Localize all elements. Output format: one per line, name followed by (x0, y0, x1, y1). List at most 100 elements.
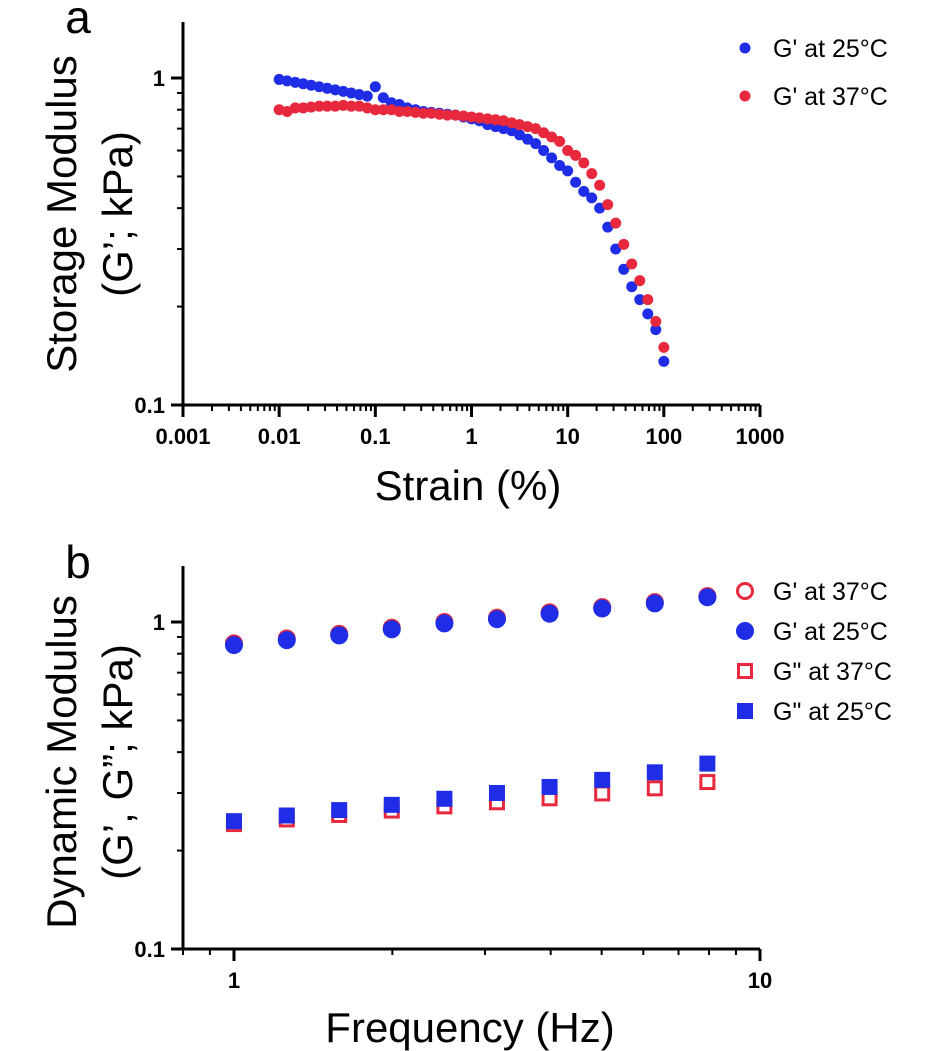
data-point (642, 308, 654, 320)
legend-marker (737, 663, 753, 679)
data-point (305, 101, 317, 113)
data-point (289, 102, 301, 114)
data-point (646, 780, 663, 797)
y-tick-label: 1 (153, 66, 165, 91)
data-point (646, 764, 663, 781)
data-point (586, 168, 598, 180)
data-point (281, 75, 293, 87)
data-point (634, 294, 646, 306)
data-point (449, 109, 461, 121)
series-3 (225, 755, 716, 830)
legend: G' at 25°C G' at 37°C (739, 35, 888, 111)
panel-letter: a (65, 0, 91, 43)
series-1 (224, 588, 717, 655)
data-point (586, 192, 598, 204)
data-point (383, 796, 400, 813)
data-point (699, 774, 716, 791)
legend-marker (739, 90, 751, 102)
legend-label: G' at 37°C (773, 83, 888, 111)
data-point (514, 129, 526, 141)
data-point (435, 614, 454, 633)
data-point (277, 631, 296, 650)
legend-marker (739, 42, 751, 54)
x-tick-label: 0.1 (360, 424, 391, 449)
data-point (562, 165, 574, 177)
x-tick-label: 1 (228, 968, 240, 993)
data-point (645, 594, 664, 613)
data-point (369, 104, 381, 116)
x-tick-label: 1000 (736, 424, 785, 449)
data-point (546, 131, 558, 143)
data-point (224, 636, 243, 655)
y-tick-label: 1 (153, 610, 165, 635)
y-axis-title: Dynamic Modulus (G’, G”; kPa) (38, 595, 141, 929)
data-point (330, 626, 349, 645)
data-point (482, 113, 494, 125)
legend-label: G' at 37°C (773, 578, 888, 606)
data-point (382, 620, 401, 639)
legend-label: G" at 25°C (773, 698, 892, 726)
data-point (634, 275, 646, 287)
x-tick-label: 100 (645, 424, 682, 449)
legend-marker (737, 703, 753, 719)
data-point (562, 145, 574, 157)
data-point (433, 108, 445, 120)
data-point (658, 355, 670, 367)
data-point (658, 341, 670, 353)
data-point (425, 107, 437, 119)
data-point (626, 281, 638, 293)
data-point (530, 138, 542, 150)
data-point (313, 100, 325, 112)
data-point (457, 110, 469, 122)
data-point (610, 243, 622, 255)
legend-marker (736, 622, 754, 640)
y-axis-title: Storage Modulus (G’; kPa) (38, 55, 141, 373)
x-tick-label: 1 (465, 424, 477, 449)
data-point (466, 111, 477, 123)
data-point (594, 771, 611, 788)
chart-panel-a: a 0.001 0.01 0.1 1 10 100 1000 0.1 1 Strain (%) Sto… (38, 0, 888, 509)
data-point (618, 238, 630, 250)
data-point (377, 104, 389, 116)
data-point (578, 157, 590, 169)
data-point (554, 160, 566, 172)
series-0 (224, 587, 717, 653)
data-point (618, 263, 630, 275)
y-axis-title-line: Storage Modulus (38, 55, 85, 373)
data-point (361, 90, 373, 102)
data-point (650, 324, 662, 336)
y-axis-title-line: (G’; kPa) (94, 131, 141, 297)
legend-label: G' at 25°C (773, 35, 888, 63)
data-point (409, 106, 421, 118)
data-point (642, 294, 654, 306)
data-point (578, 185, 590, 197)
data-point (602, 199, 614, 211)
legend-label: G' at 25°C (773, 618, 888, 646)
data-point (436, 790, 453, 807)
data-point (377, 92, 389, 104)
y-axis-title-line: (G’, G”; kPa) (94, 644, 141, 880)
legend-marker (736, 582, 754, 600)
series-1 (273, 99, 670, 353)
data-point (594, 179, 606, 191)
data-point (626, 258, 638, 270)
data-point (570, 149, 582, 161)
data-point (699, 755, 716, 772)
data-point (369, 81, 381, 93)
x-tick-label: 0.001 (155, 424, 210, 449)
data-point (650, 316, 662, 328)
data-point (594, 785, 611, 802)
series-2 (225, 774, 716, 833)
data-point (337, 99, 349, 111)
y-tick-label: 0.1 (134, 937, 165, 962)
data-point (417, 107, 429, 119)
panel-letter: b (65, 536, 91, 588)
x-tick-label: 10 (555, 424, 579, 449)
data-point (546, 152, 558, 164)
data-point (393, 105, 405, 117)
data-point (321, 100, 333, 112)
chart-panel-b: b 1 10 0.1 1 Frequency (Hz) Dynamic Modulus (G’… (38, 536, 892, 1051)
data-point (488, 784, 505, 801)
y-axis-title-line: Dynamic Modulus (38, 595, 85, 929)
data-point (570, 176, 582, 188)
